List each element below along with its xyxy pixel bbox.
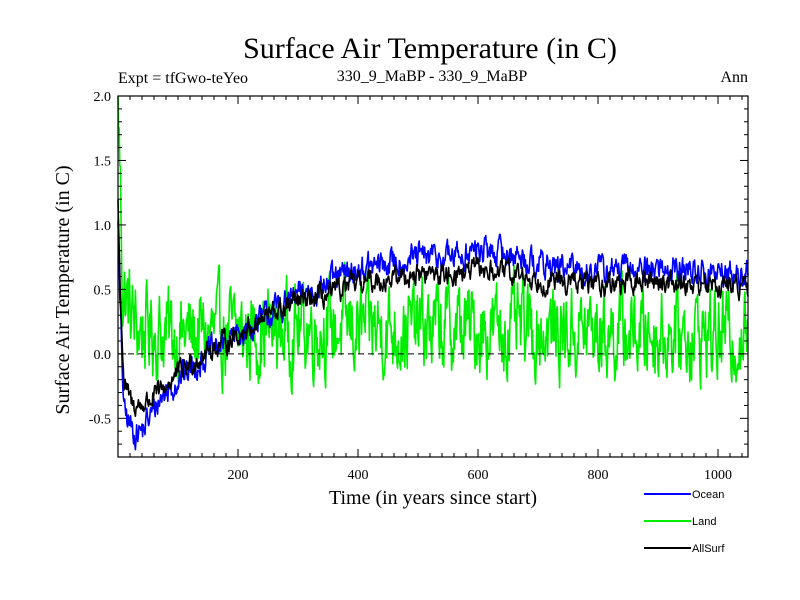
x-axis-label: Time (in years since start) bbox=[329, 487, 537, 509]
x-tick-label: 600 bbox=[468, 468, 489, 483]
y-tick-label: 1.0 bbox=[94, 219, 112, 234]
x-tick-label: 1000 bbox=[704, 468, 732, 483]
legend-label-ocean: Ocean bbox=[692, 489, 724, 501]
x-tick-label: 800 bbox=[588, 468, 609, 483]
legend-label-allsurf: AllSurf bbox=[692, 543, 725, 555]
y-axis-label: Surface Air Temperature (in C) bbox=[52, 165, 74, 414]
chart-title: Surface Air Temperature (in C) bbox=[243, 32, 617, 65]
x-tick-label: 400 bbox=[348, 468, 369, 483]
ticks-layer: 200 400 600 800 1000 -0.5 0.0 0.5 1.0 1.5 2.0 bbox=[89, 90, 748, 483]
y-tick-label: -0.5 bbox=[89, 412, 111, 427]
series-line-allsurf bbox=[117, 199, 749, 418]
x-tick-label: 200 bbox=[228, 468, 249, 483]
y-tick-label: 0.0 bbox=[94, 348, 112, 363]
y-tick-label: 1.5 bbox=[94, 154, 112, 169]
y-tick-label: 2.0 bbox=[94, 90, 112, 105]
chart-subtitle-right: Ann bbox=[720, 69, 748, 86]
y-tick-label: 0.5 bbox=[94, 283, 112, 298]
chart-subtitle-left: Expt = tfGwo-teYeo bbox=[118, 70, 248, 87]
series-layer bbox=[117, 95, 749, 451]
chart-subtitle-center: 330_9_MaBP - 330_9_MaBP bbox=[337, 68, 528, 85]
legend: Ocean Land AllSurf bbox=[644, 489, 725, 555]
legend-label-land: Land bbox=[692, 516, 716, 528]
